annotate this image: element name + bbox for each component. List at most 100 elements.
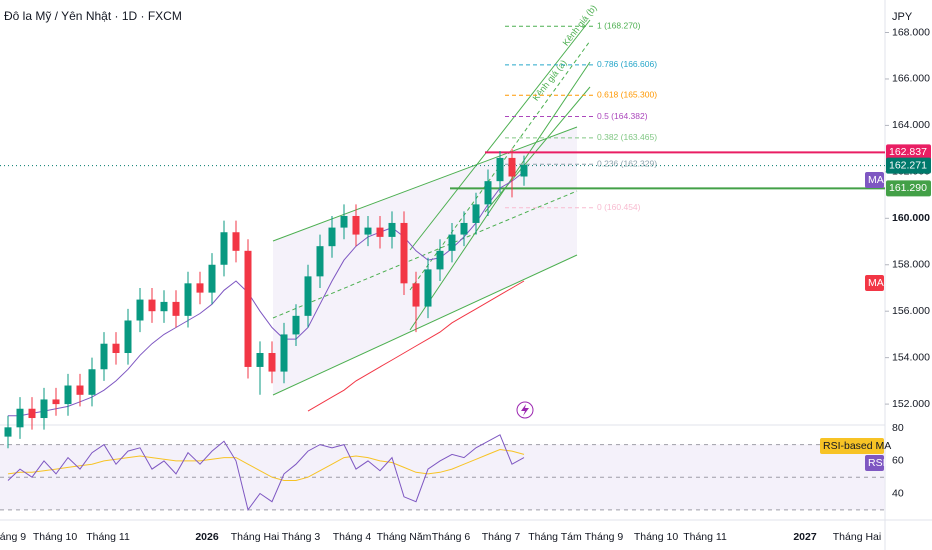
legend-tag-bg	[865, 455, 884, 471]
channel-line	[272, 126, 578, 242]
x-tick-label: Tháng Hai	[833, 531, 881, 543]
candle-body	[292, 315, 300, 335]
candle-body	[28, 408, 36, 419]
x-tick-label: Tháng 10	[33, 531, 78, 543]
price-tag-bg	[886, 157, 931, 174]
price-tag-bg	[886, 144, 931, 161]
rsi-tick-label: 40	[892, 487, 904, 499]
candle-body	[112, 343, 120, 354]
candle-body	[4, 427, 12, 437]
candle-body	[76, 385, 84, 395]
x-tick-label: háng 9	[0, 531, 26, 543]
candle-body	[136, 299, 144, 321]
fib-label: 0.786 (166.606)	[597, 59, 657, 69]
channel-mid	[272, 190, 578, 319]
candle-body	[472, 204, 480, 223]
x-tick-label: Tháng 11	[683, 531, 727, 543]
candle-body	[52, 399, 60, 405]
candle-body	[220, 232, 228, 265]
x-tick-label: Tháng 3	[282, 531, 321, 543]
candle-body	[124, 320, 132, 354]
legend-tag-bg	[865, 275, 884, 291]
x-tick-label: Tháng 9	[585, 531, 624, 543]
candle-body	[208, 264, 216, 293]
currency: JPY	[892, 11, 913, 23]
x-tick-label: Tháng Hai	[231, 531, 279, 543]
y-tick-label: 156.000	[892, 305, 930, 317]
channel-line	[272, 254, 578, 396]
candle-body	[160, 301, 168, 312]
fib-label: 0.236 (162.329)	[597, 158, 657, 168]
moving-average	[307, 280, 525, 412]
price-tag: 162.271	[889, 159, 927, 171]
event-icon-glyph	[521, 404, 529, 416]
channel-line	[409, 61, 591, 331]
candle-body	[352, 215, 360, 235]
candle-body	[280, 334, 288, 372]
x-tick-label: Tháng 7	[482, 531, 521, 543]
candle-body	[232, 232, 240, 251]
candle-body	[340, 215, 348, 228]
candle-body	[328, 227, 336, 247]
candle-body	[436, 250, 444, 270]
fib-label: 0.382 (163.465)	[597, 132, 657, 142]
x-tick-label: Tháng 10	[634, 531, 679, 543]
candle-body	[520, 164, 528, 177]
legend-tag: MA	[868, 174, 884, 186]
x-tick-label: Tháng 4	[333, 531, 372, 543]
candle-body	[388, 222, 396, 237]
candle-body	[100, 343, 108, 370]
fib-label: 0.618 (165.300)	[597, 89, 657, 99]
candle-body	[172, 301, 180, 316]
rsi-line	[7, 434, 525, 511]
candle-body	[484, 181, 492, 205]
y-tick-label: 160.000	[892, 212, 930, 224]
legend-tag: MA	[868, 277, 884, 289]
candle-body	[196, 283, 204, 293]
y-tick-label: 152.000	[892, 398, 930, 410]
candle-body	[460, 222, 468, 235]
candle-body	[448, 234, 456, 251]
channel-line	[409, 19, 591, 251]
price-tag-bg	[886, 180, 931, 197]
y-tick-label: 154.000	[892, 351, 930, 363]
candle-body	[184, 283, 192, 316]
candle-body	[400, 222, 408, 284]
y-tick-label: 166.000	[892, 73, 930, 85]
x-tick-label: Tháng Tám	[528, 531, 582, 543]
chart-title: Đô la Mỹ / Yên Nhật · 1D · FXCM	[4, 9, 182, 23]
channel-line	[484, 86, 591, 213]
y-tick-label: 168.000	[892, 26, 930, 38]
candle-body	[508, 157, 516, 177]
candle-body	[316, 246, 324, 277]
candle-body	[268, 353, 276, 372]
legend-tag-bg	[865, 172, 884, 188]
candle-body	[496, 157, 504, 182]
candle-body	[304, 276, 312, 316]
x-tick-label: Tháng Năm	[377, 531, 432, 543]
candle-body	[244, 250, 252, 367]
fib-label: 0 (160.454)	[597, 202, 641, 212]
rsi-ma-line	[7, 448, 525, 481]
fib-label: 1 (168.270)	[597, 20, 641, 30]
candle-body	[256, 353, 264, 367]
price-tag: 162.837	[889, 146, 927, 158]
legend-tag: RSI	[868, 457, 886, 469]
y-tick-label: 164.000	[892, 119, 930, 131]
candle-body	[424, 269, 432, 307]
candle-body	[16, 408, 24, 428]
rsi-tick-label: 60	[892, 455, 904, 467]
candle-body	[64, 385, 72, 405]
x-tick-label: Tháng 6	[432, 531, 471, 543]
legend-tag-bg	[820, 438, 884, 454]
y-tick-label: 158.000	[892, 259, 930, 271]
candle-body	[148, 299, 156, 312]
x-tick-label: 2026	[195, 531, 219, 543]
legend-tag: RSI-based MA	[823, 440, 891, 452]
rsi-tick-label: 80	[892, 422, 904, 434]
candle-body	[40, 399, 48, 419]
candle-body	[376, 227, 384, 237]
x-tick-label: 2027	[793, 531, 817, 543]
price-tag: 161.290	[889, 182, 927, 194]
